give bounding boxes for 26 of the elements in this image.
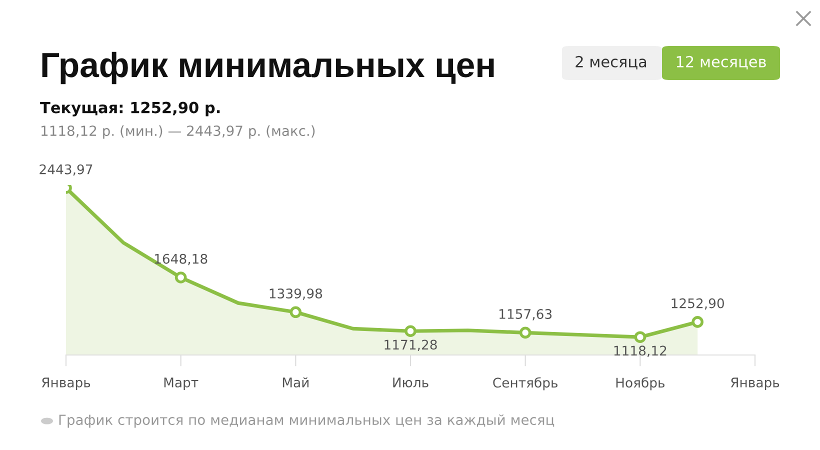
x-tick-label: Январь bbox=[730, 378, 780, 390]
data-label: 1252,90 bbox=[672, 298, 724, 310]
data-label: 1118,12 bbox=[614, 346, 666, 357]
x-tick-label: Сентябрь bbox=[493, 377, 558, 390]
point bbox=[519, 326, 532, 339]
text: 2 месяца bbox=[576, 56, 646, 70]
data-label: 2443,97 bbox=[40, 164, 92, 176]
x-tick-label: Июль bbox=[393, 378, 428, 388]
x-tick-label: Май bbox=[282, 377, 308, 388]
data-label: 1171,28 bbox=[384, 340, 437, 352]
point bbox=[634, 331, 646, 344]
data-label: 1648,18 bbox=[155, 254, 208, 266]
text: 1118,12 р. (мин.) — 2443,97 р. (макс.) bbox=[42, 125, 315, 139]
x-tick-label: Ноябрь bbox=[616, 377, 664, 390]
data-label: 1339,98 bbox=[270, 288, 322, 300]
point bbox=[404, 325, 416, 338]
x-tick-label: Март bbox=[164, 378, 198, 390]
point bbox=[290, 306, 302, 318]
data-label: 1157,63 bbox=[500, 309, 552, 320]
annotation: График строится по медианам минимальных цен за каждый месяц bbox=[59, 414, 554, 428]
text: 12 месяцев bbox=[676, 56, 766, 70]
x-tick-label: Январь bbox=[42, 378, 90, 390]
point bbox=[692, 316, 704, 328]
chart-subtitle: Текущая: 1252,90 р. bbox=[40, 102, 220, 116]
point bbox=[174, 272, 187, 284]
chart-title: График минимальных цен bbox=[42, 52, 494, 84]
